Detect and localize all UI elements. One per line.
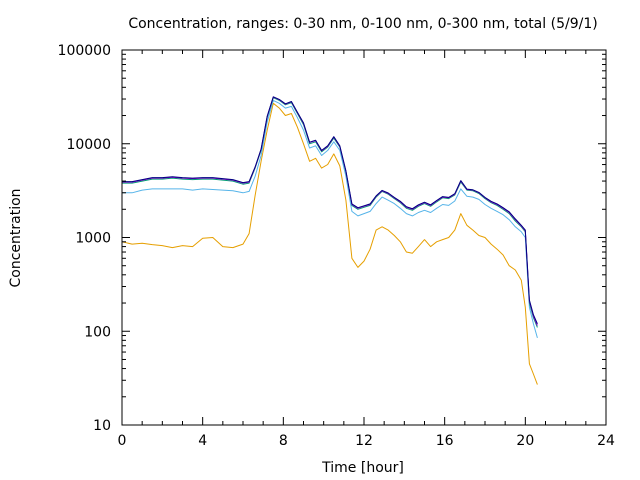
x-tick-label: 0 [118, 433, 127, 449]
x-tick-label: 8 [279, 433, 288, 449]
y-axis-label: Concentration [8, 188, 24, 287]
y-tick-label: 100 [84, 324, 111, 340]
plot-frame [121, 49, 607, 426]
y-tick-label: 10 [93, 418, 111, 434]
x-axis-label: Time [hour] [321, 460, 404, 476]
series-line-3 [122, 97, 538, 328]
x-tick-label: 20 [516, 433, 534, 449]
series-line-5 [122, 96, 538, 325]
series-line-1 [121, 102, 538, 385]
y-tick-label: 100000 [58, 43, 111, 59]
series-layer [121, 96, 538, 385]
x-tick-label: 4 [198, 433, 207, 449]
x-tick-label: 12 [355, 433, 373, 449]
axes-layer: 0 4 8 12 16 20 24 10 100 1000 10000 100000 [58, 43, 615, 449]
y-tick-label: 1000 [75, 231, 111, 247]
x-tick-label: 16 [436, 433, 454, 449]
series-line-2 [122, 99, 538, 339]
y-tick-label: 10000 [66, 137, 111, 153]
chart-title: Concentration, ranges: 0-30 nm, 0-100 nm… [128, 16, 597, 32]
x-tick-label: 24 [597, 433, 615, 449]
series-line-4 [122, 96, 538, 326]
